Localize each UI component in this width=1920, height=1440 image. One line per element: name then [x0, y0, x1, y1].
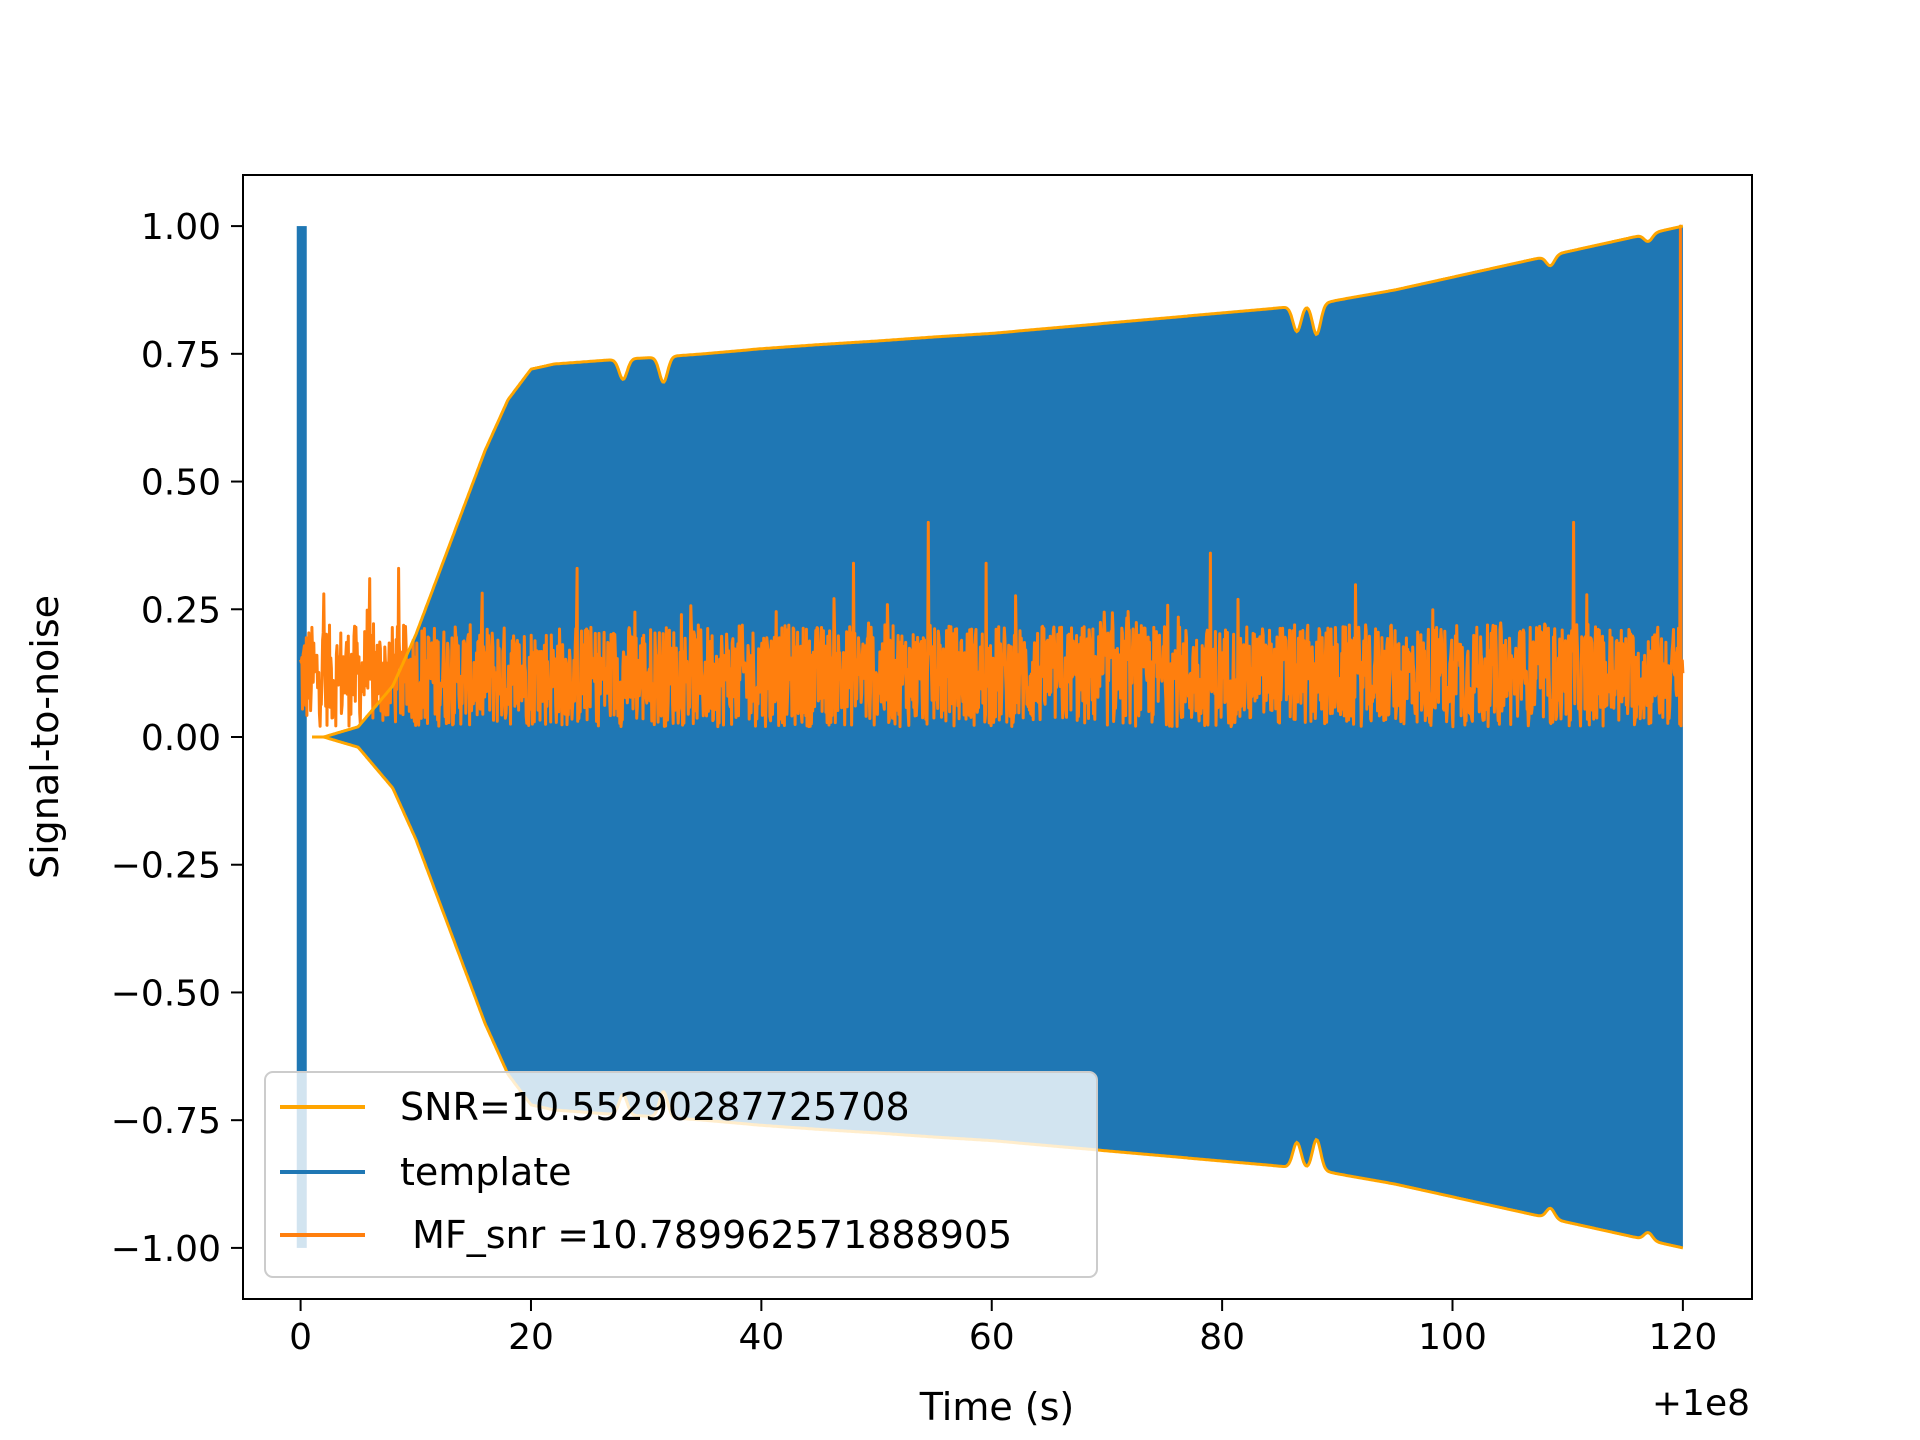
x-tick-label: 120 [1649, 1317, 1718, 1358]
y-tick-label: −0.25 [111, 846, 221, 887]
y-axis-label: Signal-to-noise [23, 595, 67, 879]
legend-label-snr: SNR=10.55290287725708 [400, 1085, 910, 1129]
x-tick-label: 40 [738, 1317, 784, 1358]
snr-envelope-upper [312, 224, 1684, 739]
y-tick-label: 0.25 [141, 590, 221, 631]
y-axis-ticks: 1.00 0.75 0.50 0.25 0.00 −0.25 −0.50 −0.75 −1.00 [111, 207, 243, 1270]
x-axis-ticks: 0 20 40 60 80 100 120 [289, 1299, 1717, 1358]
y-tick-label: −1.00 [111, 1229, 221, 1270]
legend-label-mf-snr: MF_snr =10.789962571888905 [400, 1213, 1012, 1257]
x-tick-label: 60 [969, 1317, 1015, 1358]
legend-label-template: template [400, 1150, 572, 1194]
y-tick-label: −0.50 [111, 973, 221, 1014]
y-tick-label: 1.00 [141, 207, 221, 248]
x-tick-label: 80 [1199, 1317, 1245, 1358]
y-tick-label: −0.75 [111, 1101, 221, 1142]
mf-snr-line [299, 224, 1685, 729]
x-tick-label: 20 [508, 1317, 554, 1358]
x-axis-label: Time (s) [919, 1385, 1075, 1429]
y-tick-label: 0.75 [141, 335, 221, 376]
template-fill [312, 226, 1683, 1248]
y-tick-label: 0.00 [141, 718, 221, 759]
legend-box [264, 1071, 1098, 1278]
legend: SNR=10.55290287725708 template MF_snr =1… [264, 1071, 1098, 1278]
template-layer [296, 226, 1683, 1248]
x-tick-label: 100 [1418, 1317, 1487, 1358]
template-spike [296, 226, 307, 1248]
y-tick-label: 0.50 [141, 463, 221, 504]
x-offset-label: +1e8 [1652, 1383, 1750, 1424]
mf-snr-layer [299, 224, 1685, 729]
x-tick-label: 0 [289, 1317, 312, 1358]
